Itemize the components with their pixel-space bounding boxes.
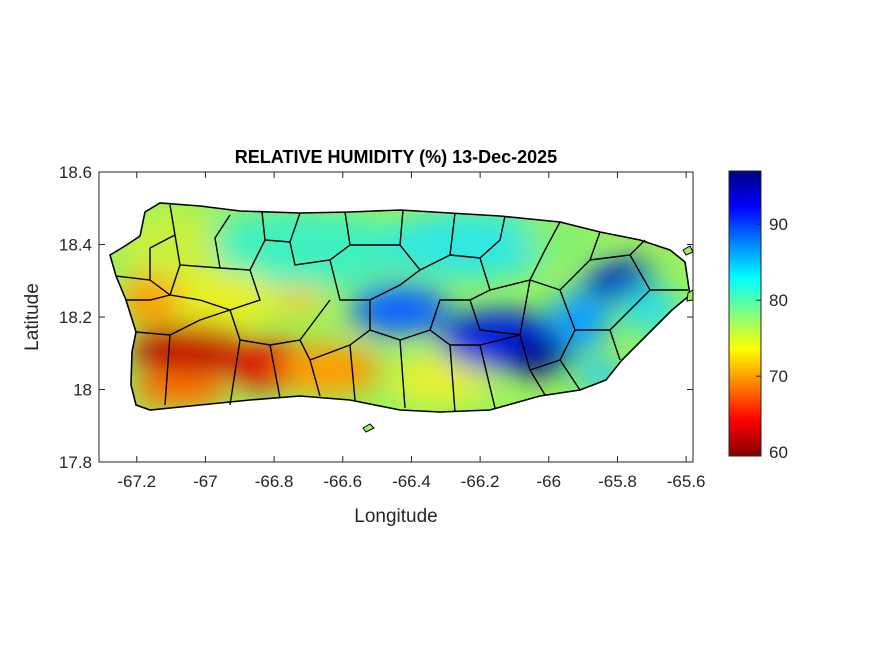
offshore-islands [362, 245, 694, 433]
x-axis-ticks: -67.2 -67 -66.8 -66.6 -66.4 -66.2 -66 -65.8 -65.… [117, 172, 706, 491]
y-tick-label: 18 [73, 381, 92, 400]
colorbar-tick-label: 60 [769, 443, 788, 462]
x-tick-label: -66.8 [255, 472, 294, 491]
x-tick-label: -65.8 [598, 472, 637, 491]
chart-title: RELATIVE HUMIDITY (%) 13-Dec-2025 [235, 147, 557, 167]
x-tick-label: -66 [537, 472, 562, 491]
x-tick-label: -65.6 [667, 472, 706, 491]
y-tick-label: 18.4 [59, 236, 92, 255]
x-tick-label: -66.4 [392, 472, 431, 491]
colorbar-tick-label: 70 [769, 367, 788, 386]
colorbar [728, 170, 762, 457]
y-axis-label: Latitude [22, 283, 43, 351]
y-tick-label: 17.8 [59, 453, 92, 472]
municipality-boundaries [109, 202, 691, 413]
x-axis-label: Longitude [354, 506, 437, 527]
x-tick-label: -66.6 [323, 472, 362, 491]
x-tick-label: -67.2 [117, 472, 156, 491]
x-tick-label: -67 [193, 472, 218, 491]
colorbar-tick-label: 80 [769, 291, 788, 310]
colorbar-tick-label: 90 [769, 215, 788, 234]
colorbar-ticks: 60 70 80 90 [756, 215, 788, 462]
y-axis-ticks: 17.8 18 18.2 18.4 18.6 [59, 163, 693, 472]
x-tick-label: -66.2 [461, 472, 500, 491]
y-tick-label: 18.2 [59, 308, 92, 327]
y-tick-label: 18.6 [59, 163, 92, 182]
